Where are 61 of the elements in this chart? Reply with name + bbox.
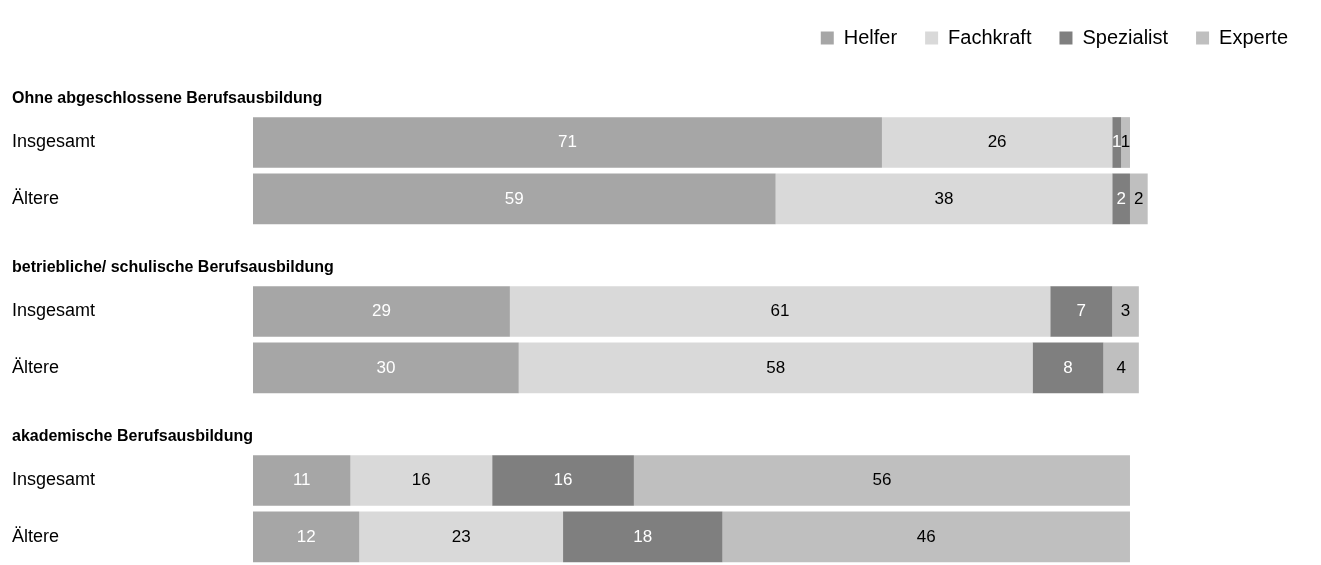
y-tick-label: betriebliche/ schulische Berufsausbildung [12, 257, 334, 275]
y-tick-label: Ältere [12, 356, 60, 377]
legend-label: Helfer [843, 25, 898, 48]
y-tick-label: Ältere [12, 187, 60, 208]
data-label: 61 [770, 301, 790, 321]
data-label: 71 [558, 132, 577, 152]
data-label: 11 [292, 470, 311, 490]
bar [1129, 173, 1148, 225]
bar [1103, 342, 1139, 394]
data-label: 1 [1111, 132, 1122, 152]
bar [633, 455, 1130, 506]
y-tick-label: Insgesamt [12, 469, 96, 490]
bar [518, 342, 1033, 394]
bar [509, 286, 1051, 337]
bar [881, 117, 1113, 168]
bar [1112, 173, 1130, 225]
data-label: 4 [1116, 357, 1126, 377]
bar [492, 455, 634, 506]
data-label: 38 [934, 188, 954, 208]
bar [1032, 342, 1104, 394]
data-label: 59 [504, 188, 524, 208]
data-label: 1 [1120, 132, 1131, 152]
data-label: 3 [1120, 301, 1131, 321]
data-label: 7 [1076, 301, 1086, 321]
bar [775, 173, 1113, 225]
legend-label: Experte [1219, 25, 1289, 48]
data-label: 46 [916, 526, 936, 546]
data-label: 16 [411, 470, 431, 490]
data-label: 18 [633, 526, 653, 546]
bar [350, 455, 493, 506]
bar [1112, 117, 1122, 168]
bar [253, 342, 519, 394]
data-label: 8 [1063, 357, 1073, 377]
bar [1121, 117, 1130, 168]
y-tick-label: Insgesamt [12, 300, 96, 321]
legend-label: Spezialist [1082, 25, 1169, 48]
y-tick-label: Insgesamt [12, 131, 96, 152]
data-label: 29 [371, 301, 391, 321]
bar [359, 511, 564, 563]
data-label: 58 [766, 357, 786, 377]
y-tick-label: akademische Berufsausbildung [12, 426, 253, 444]
bar [253, 455, 351, 506]
data-label: 26 [987, 132, 1007, 152]
bar [563, 511, 723, 563]
bar [253, 173, 776, 225]
data-label: 23 [451, 526, 471, 546]
data-label: 16 [553, 470, 573, 490]
data-label: 2 [1116, 188, 1126, 208]
bar [253, 511, 360, 563]
bar [1050, 286, 1113, 337]
y-tick-label: Ältere [12, 525, 60, 546]
bar [253, 117, 882, 168]
bar [253, 286, 510, 337]
bar [722, 511, 1130, 563]
data-label: 12 [296, 526, 316, 546]
data-label: 2 [1134, 188, 1144, 208]
data-label: 30 [376, 357, 396, 377]
legend-label: Fachkraft [948, 25, 1032, 48]
data-label: 56 [872, 470, 892, 490]
bar [1112, 286, 1139, 337]
y-tick-label: Ohne abgeschlossene Berufsausbildung [12, 88, 323, 106]
